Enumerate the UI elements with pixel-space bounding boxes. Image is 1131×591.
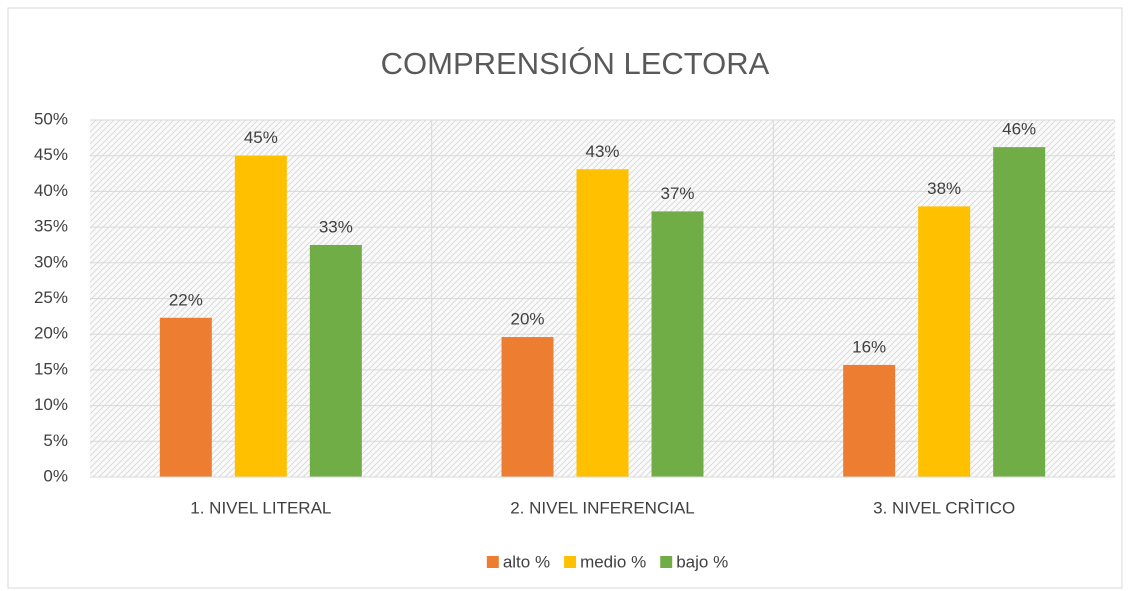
- legend-label: alto %: [503, 552, 550, 571]
- bar: [501, 337, 554, 477]
- y-tick-label: 50%: [34, 109, 68, 128]
- legend-swatch: [486, 556, 499, 568]
- bar: [234, 155, 287, 477]
- data-label: 38%: [927, 179, 961, 198]
- y-tick-label: 45%: [34, 145, 68, 164]
- bar: [918, 206, 971, 478]
- data-label: 20%: [510, 310, 544, 329]
- y-tick-label: 5%: [43, 431, 68, 450]
- bar: [576, 169, 629, 478]
- bar: [993, 147, 1046, 477]
- data-label: 45%: [244, 128, 278, 147]
- y-tick-label: 20%: [34, 324, 68, 343]
- y-tick-label: 15%: [34, 359, 68, 378]
- legend-label: bajo %: [676, 552, 728, 571]
- y-tick-label: 40%: [34, 181, 68, 200]
- bar: [159, 317, 212, 477]
- bar: [309, 244, 362, 477]
- legend-swatch: [660, 556, 673, 568]
- bar: [843, 364, 896, 477]
- data-label: 22%: [169, 290, 203, 309]
- data-label: 43%: [585, 142, 619, 161]
- legend-swatch: [564, 556, 577, 568]
- y-tick-label: 35%: [34, 217, 68, 236]
- legend-label: medio %: [580, 552, 646, 571]
- y-tick-label: 25%: [34, 288, 68, 307]
- y-tick-label: 30%: [34, 252, 68, 271]
- x-tick-label: 3. NIVEL CRÌTICO: [873, 498, 1015, 517]
- chart-title: COMPRENSIÓN LECTORA: [381, 46, 770, 81]
- x-tick-label: 1. NIVEL LITERAL: [190, 498, 331, 517]
- data-label: 46%: [1002, 120, 1036, 139]
- bar: [651, 211, 704, 477]
- y-tick-label: 10%: [34, 395, 68, 414]
- data-label: 37%: [660, 184, 694, 203]
- x-tick-label: 2. NIVEL INFERENCIAL: [510, 498, 695, 517]
- y-tick-label: 0%: [43, 466, 68, 485]
- data-label: 33%: [319, 217, 353, 236]
- data-label: 16%: [852, 337, 886, 356]
